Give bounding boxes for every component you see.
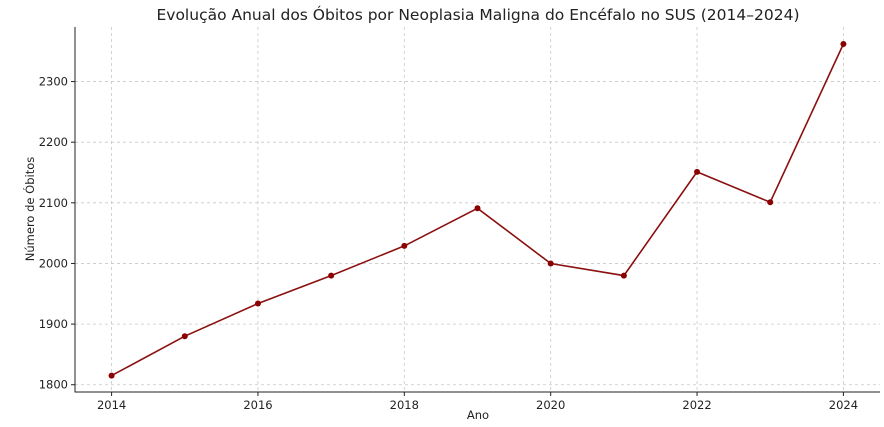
data-point: [401, 242, 408, 249]
x-tick-label: 2014: [97, 398, 126, 412]
data-point: [474, 205, 481, 212]
y-tick-label: 2300: [39, 75, 68, 89]
data-point: [328, 272, 335, 279]
x-tick-label: 2022: [682, 398, 711, 412]
data-point: [767, 199, 774, 206]
data-point: [254, 300, 261, 307]
data-point: [620, 272, 627, 279]
x-tick-label: 2018: [390, 398, 419, 412]
data-point: [108, 372, 115, 379]
x-axis-label: Ano: [467, 408, 489, 422]
plot-frame: [74, 27, 880, 393]
chart-title: Evolução Anual dos Óbitos por Neoplasia …: [156, 5, 799, 24]
axis-ticks: 2014 2016 2018 2020 2022 2024 1800 1900 2000 2100…: [39, 75, 858, 412]
data-point: [694, 168, 701, 175]
grid: [75, 27, 880, 392]
x-tick-label: 2016: [243, 398, 272, 412]
y-tick-label: 1900: [39, 317, 68, 331]
y-tick-label: 2000: [39, 256, 68, 270]
y-tick-label: 2200: [39, 135, 68, 149]
data-points: [108, 40, 847, 379]
data-point: [547, 260, 554, 267]
y-tick-label: 2100: [39, 196, 68, 210]
data-point: [840, 40, 847, 47]
x-tick-label: 2020: [536, 398, 565, 412]
y-axis-label: Número de Óbitos: [22, 157, 37, 261]
x-tick-label: 2024: [829, 398, 858, 412]
y-tick-label: 1800: [39, 378, 68, 392]
data-point: [181, 333, 188, 340]
